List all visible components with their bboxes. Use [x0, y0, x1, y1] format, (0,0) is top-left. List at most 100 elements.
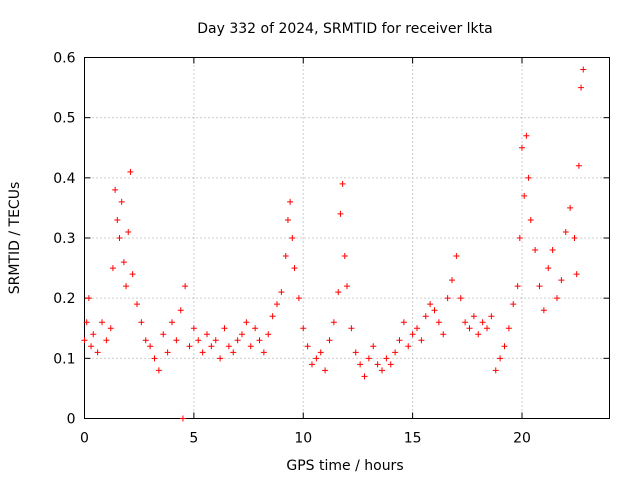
data-point — [309, 361, 315, 368]
data-point — [313, 355, 320, 362]
data-point — [484, 325, 490, 332]
data-point — [392, 349, 399, 356]
data-point — [510, 301, 517, 308]
data-point — [230, 349, 237, 356]
data-point — [147, 343, 154, 350]
data-point — [284, 216, 291, 223]
data-point — [337, 210, 344, 217]
x-tick-label: 5 — [189, 431, 198, 447]
data-point — [453, 253, 460, 260]
data-point — [155, 367, 162, 374]
data-point — [195, 337, 202, 344]
data-point — [274, 301, 280, 308]
x-tick-label: 20 — [513, 431, 531, 447]
data-point — [287, 198, 294, 205]
data-point — [234, 337, 241, 344]
data-point — [549, 247, 556, 254]
data-point — [81, 337, 88, 344]
data-point — [479, 319, 486, 326]
data-point — [125, 228, 132, 235]
data-series — [81, 66, 587, 422]
data-point — [282, 253, 289, 260]
data-point — [387, 361, 394, 368]
y-tick-label: 0.5 — [53, 111, 75, 127]
data-point — [204, 331, 210, 338]
data-point — [265, 331, 272, 338]
data-point — [114, 216, 121, 223]
data-point — [177, 307, 184, 314]
data-point — [179, 415, 186, 422]
data-point — [527, 216, 534, 223]
data-point — [466, 325, 473, 332]
data-point — [239, 331, 245, 338]
data-point — [519, 144, 525, 151]
y-tick-label: 0.4 — [53, 171, 75, 187]
data-point — [317, 349, 324, 356]
data-point — [103, 337, 110, 344]
data-point — [109, 265, 116, 272]
data-point — [449, 277, 455, 284]
data-point — [160, 331, 167, 338]
data-point — [256, 337, 263, 344]
data-point — [558, 277, 565, 284]
data-point — [435, 319, 442, 326]
data-point — [127, 168, 134, 175]
data-point — [88, 343, 95, 350]
data-point — [470, 313, 477, 320]
y-tick-label: 0.1 — [53, 351, 75, 367]
data-point — [123, 283, 130, 290]
data-point — [462, 319, 469, 326]
data-point — [278, 289, 285, 296]
data-point — [120, 259, 127, 266]
data-point — [379, 367, 385, 374]
y-tick-label: 0.6 — [53, 51, 75, 67]
data-point — [247, 343, 254, 350]
data-point — [431, 307, 438, 314]
data-point — [567, 204, 574, 211]
data-point — [400, 319, 407, 326]
data-point — [374, 361, 381, 368]
data-point — [492, 367, 499, 374]
data-point — [173, 337, 180, 344]
data-point — [151, 355, 158, 362]
data-point — [521, 192, 528, 199]
data-point — [396, 337, 403, 344]
axis-ticks: 0 0.1 0.2 0.3 0.4 0.5 0.6 0 5 10 15 20 — [53, 51, 610, 447]
data-point — [409, 331, 416, 338]
data-point — [523, 132, 530, 139]
data-point — [440, 331, 447, 338]
data-point — [578, 84, 585, 91]
data-point — [501, 343, 508, 350]
data-point — [304, 343, 311, 350]
data-point — [112, 186, 119, 193]
x-axis-label: GPS time / hours — [286, 458, 403, 474]
data-point — [414, 325, 420, 332]
data-point — [505, 325, 512, 332]
data-point — [291, 265, 298, 272]
data-point — [142, 337, 149, 344]
data-point — [217, 355, 224, 362]
data-point — [199, 349, 206, 356]
data-point — [418, 337, 425, 344]
data-point — [516, 235, 523, 241]
data-point — [190, 325, 197, 332]
data-point — [422, 313, 429, 320]
data-point — [370, 343, 377, 350]
data-point — [300, 325, 307, 332]
data-point — [221, 325, 228, 332]
data-point — [326, 337, 333, 344]
data-point — [118, 198, 125, 205]
data-point — [330, 319, 337, 326]
data-point — [260, 349, 267, 356]
data-point — [497, 355, 504, 362]
data-point — [164, 349, 171, 356]
data-point — [335, 289, 342, 296]
data-point — [90, 331, 97, 338]
data-point — [554, 295, 560, 302]
data-point — [525, 174, 532, 181]
data-point — [186, 343, 193, 350]
data-point — [344, 283, 350, 290]
chart-title: Day 332 of 2024, SRMTID for receiver lkt… — [197, 21, 492, 37]
data-point — [365, 355, 372, 362]
